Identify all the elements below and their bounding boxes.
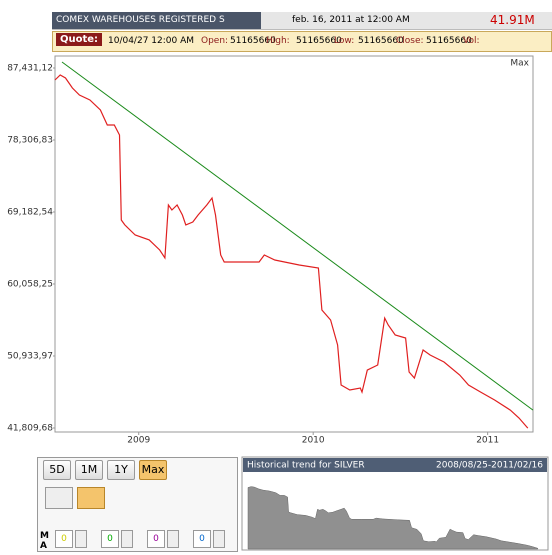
close: 51165660 (426, 36, 472, 46)
x-tick-label: 2010 (302, 436, 325, 446)
ma-spinner[interactable] (75, 530, 87, 548)
ma-a: A (40, 541, 47, 551)
ma-spinner[interactable] (167, 530, 179, 548)
high: 51165660 (296, 36, 342, 46)
range-button[interactable]: Max (139, 460, 167, 480)
x-tick-label: 2009 (127, 436, 150, 446)
y-tick-label: 87,431,12 (7, 63, 53, 73)
ma-spinner[interactable] (121, 530, 133, 548)
overview-header (243, 458, 547, 472)
title-tab: COMEX WAREHOUSES REGISTERED S (52, 12, 261, 29)
open: 51165660 (230, 36, 276, 46)
y-tick-label: 60,058,25 (7, 279, 53, 289)
x-tick-label: 2011 (476, 436, 499, 446)
range-button[interactable]: 1M (75, 460, 103, 480)
quote-label: Quote: (56, 33, 103, 46)
ma-input[interactable]: 0 (101, 530, 119, 548)
y-tick-label: 41,809,68 (7, 423, 53, 433)
price-line (54, 74, 529, 429)
overview-range: 2008/08/25-2011/02/16 (436, 461, 543, 471)
overview-title: Historical trend for SILVER (247, 461, 365, 471)
date: feb. 16, 2011 at 12:00 AM (292, 15, 410, 25)
ma-input[interactable]: 0 (147, 530, 165, 548)
y-tick-label: 50,933,97 (7, 351, 53, 361)
ma-spinner[interactable] (213, 530, 225, 548)
vol-label: Vol: (463, 36, 480, 46)
overview-area (247, 486, 539, 550)
low: 51165660 (358, 36, 404, 46)
ma-m: M (40, 531, 49, 541)
range-button[interactable]: 1Y (107, 460, 135, 480)
print-button[interactable] (45, 487, 73, 509)
ma-input[interactable]: 0 (55, 530, 73, 548)
open-label: Open: (201, 36, 229, 46)
last-value: 41.91M (490, 13, 535, 27)
y-tick-label: 69,182,54 (7, 207, 53, 217)
plot-area (54, 55, 534, 433)
ma-input[interactable]: 0 (193, 530, 211, 548)
quote-time: 10/04/27 12:00 AM (108, 36, 195, 46)
range-label: Max (510, 59, 529, 69)
y-tick-label: 78,306,83 (7, 135, 53, 145)
trend-line (61, 61, 534, 411)
chart-type-button[interactable] (77, 487, 105, 509)
close-label: Close: (396, 36, 424, 46)
high-label: High: (266, 36, 290, 46)
low-label: Low: (334, 36, 355, 46)
range-button[interactable]: 5D (43, 460, 71, 480)
